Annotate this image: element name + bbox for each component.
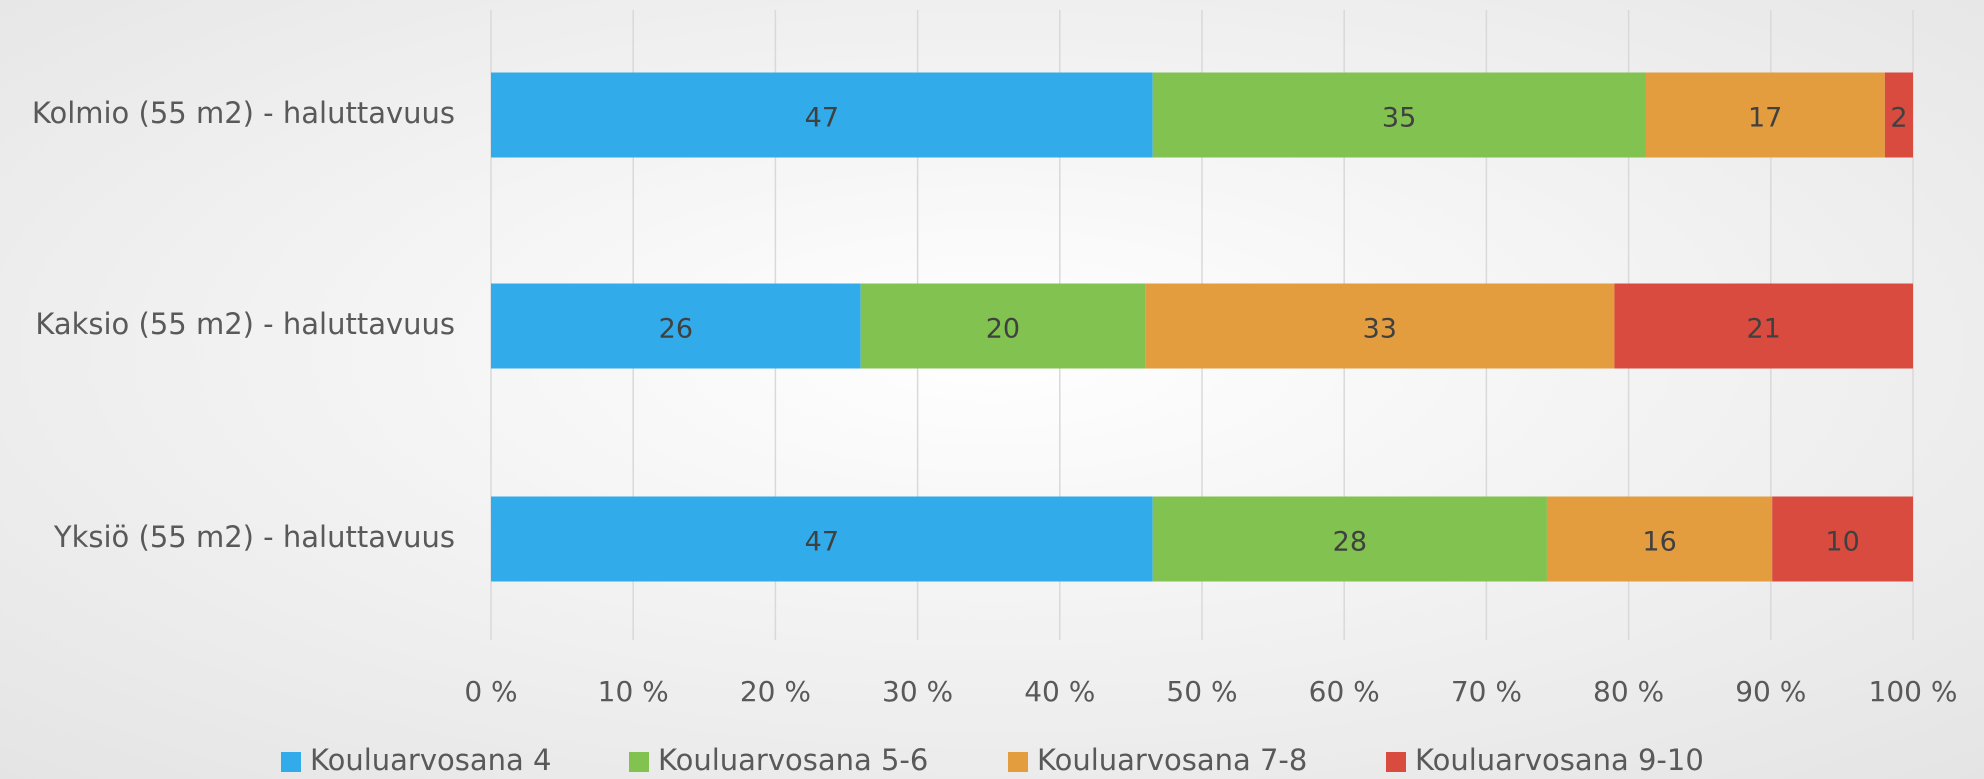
legend-swatch xyxy=(1386,752,1406,772)
x-tick-label: 80 % xyxy=(1593,675,1664,708)
y-tick-label: Kolmio (55 m2) - haluttavuus xyxy=(32,96,455,130)
legend-label: Kouluarvosana 7-8 xyxy=(1037,743,1307,777)
legend-label: Kouluarvosana 4 xyxy=(310,743,551,777)
data-label: 35 xyxy=(1382,103,1416,134)
bar-segment xyxy=(1645,72,1885,158)
bar-segment xyxy=(1145,283,1615,369)
x-tick-label: 60 % xyxy=(1309,675,1380,708)
data-label: 33 xyxy=(1363,314,1397,345)
data-label: 21 xyxy=(1747,314,1781,345)
x-tick-label: 90 % xyxy=(1735,675,1806,708)
x-tick-label: 50 % xyxy=(1166,675,1237,708)
x-tick-label: 0 % xyxy=(464,675,517,708)
bar-segment xyxy=(491,496,1153,582)
x-tick-label: 70 % xyxy=(1451,675,1522,708)
legend-label: Kouluarvosana 5-6 xyxy=(658,743,928,777)
bar-segment xyxy=(1884,72,1913,158)
x-tick-label: 10 % xyxy=(598,675,669,708)
y-tick-label: Kaksio (55 m2) - haluttavuus xyxy=(35,307,455,341)
bar-segment xyxy=(491,283,861,369)
bar-segment xyxy=(1546,496,1773,582)
bar-segment xyxy=(491,72,1153,158)
data-label: 26 xyxy=(659,314,693,345)
data-label: 16 xyxy=(1642,527,1676,558)
data-label: 10 xyxy=(1825,527,1859,558)
bar-segment xyxy=(1614,283,1913,369)
data-label: 17 xyxy=(1748,103,1782,134)
x-tick-label: 100 % xyxy=(1869,675,1958,708)
data-label: 20 xyxy=(986,314,1020,345)
bar-segment xyxy=(1152,496,1547,582)
data-label: 28 xyxy=(1333,527,1367,558)
legend-label: Kouluarvosana 9-10 xyxy=(1415,743,1704,777)
data-label: 2 xyxy=(1890,103,1907,134)
x-tick-label: 40 % xyxy=(1024,675,1095,708)
x-tick-label: 30 % xyxy=(882,675,953,708)
data-label: 47 xyxy=(805,527,839,558)
legend-swatch xyxy=(1008,752,1028,772)
legend-swatch xyxy=(281,752,301,772)
x-tick-label: 20 % xyxy=(740,675,811,708)
bar-segment xyxy=(1152,72,1646,158)
data-label: 47 xyxy=(805,103,839,134)
legend-swatch xyxy=(629,752,649,772)
bar-segment xyxy=(860,283,1146,369)
y-tick-label: Yksiö (55 m2) - haluttavuus xyxy=(53,520,455,554)
bar-segment xyxy=(1772,496,1913,582)
